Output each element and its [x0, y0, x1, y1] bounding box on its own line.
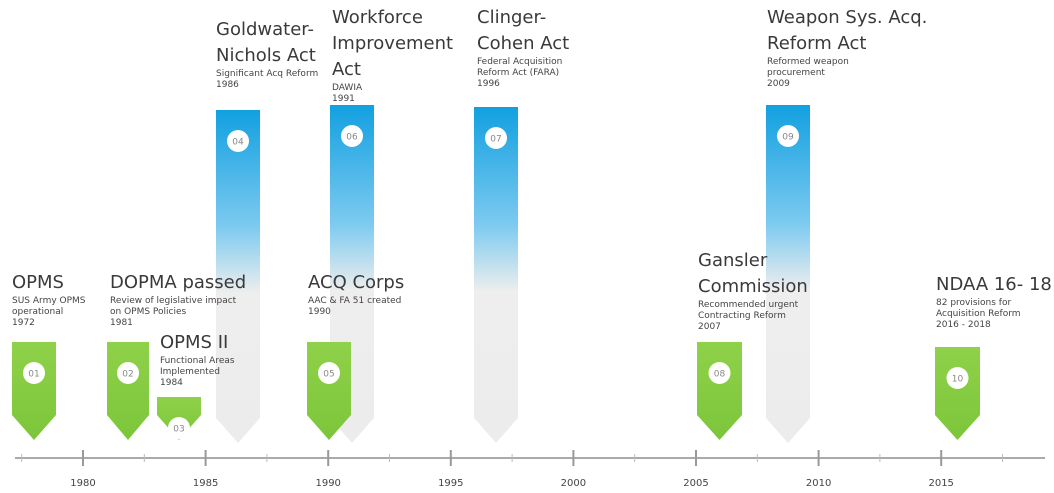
event-text: Workforce Improvement Act DAWIA 1991: [332, 5, 462, 105]
event-badge: [946, 367, 969, 389]
event-description: SUS Army OPMS operational: [12, 296, 86, 317]
event-year: 1991: [332, 94, 355, 104]
event-title: Goldwater-Nichols Act: [216, 19, 316, 66]
event-year: 1981: [110, 318, 133, 328]
event-badge: [227, 130, 249, 152]
event-title: Workforce Improvement Act: [332, 7, 454, 80]
event-number: 03: [173, 425, 184, 435]
event-year: 1996: [477, 79, 500, 89]
event-title: DOPMA passed: [110, 272, 247, 293]
event-banner: [766, 105, 810, 443]
axis-label: 2015: [928, 478, 953, 489]
axis-label: 2005: [683, 478, 708, 489]
event-number: 05: [323, 370, 334, 380]
event-banner: [935, 347, 980, 440]
event-year: 1990: [308, 307, 331, 317]
axis-label: 1985: [193, 478, 218, 489]
axis-label: 2000: [561, 478, 586, 489]
event-banner: [474, 107, 518, 443]
axis-label: 1995: [438, 478, 463, 489]
event-year: 2016 - 2018: [936, 320, 991, 330]
event-description: Significant Acq Reform: [216, 69, 319, 79]
event-banner: [107, 342, 149, 440]
event-year: 1986: [216, 80, 239, 90]
event-badge: [168, 417, 190, 439]
event-text: Clinger-Cohen Act Federal Acquisition Ref…: [477, 5, 587, 90]
event-description: 82 provisions for Acquisition Reform: [936, 298, 1021, 319]
event-badge: [341, 125, 363, 147]
event-text: Gansler Commission Recommended urgent Con…: [698, 248, 828, 333]
event-text: NDAA 16- 18 82 provisions for Acquisition…: [936, 272, 1054, 331]
event-number: 09: [782, 133, 794, 143]
axis-label: 2010: [806, 478, 831, 489]
event-badge: [485, 127, 507, 149]
event-text: Goldwater-Nichols Act Significant Acq Ref…: [216, 17, 326, 91]
event-description: Review of legislative impact on OPMS Pol…: [110, 296, 237, 317]
event-title: ACQ Corps: [308, 272, 405, 293]
event-description: DAWIA: [332, 83, 363, 93]
event-banner: [216, 110, 260, 443]
event-title: Weapon Sys. Acq. Reform Act: [767, 7, 928, 54]
event-badge: [777, 125, 799, 147]
event-banner: [697, 342, 742, 440]
axis-label: 1980: [70, 478, 95, 489]
event-description: Federal Acquisition Reform Act (FARA): [477, 57, 563, 78]
event-badge: [117, 362, 139, 384]
event-text: DOPMA passed Review of legislative impact…: [110, 270, 260, 329]
event-title: OPMS II: [160, 332, 229, 353]
event-badge: [318, 362, 340, 384]
event-title: OPMS: [12, 272, 64, 293]
event-text: OPMS SUS Army OPMS operational 1972: [12, 270, 102, 329]
event-number: 02: [122, 370, 133, 380]
event-number: 08: [714, 370, 726, 380]
event-banner: [307, 342, 351, 440]
event-year: 2009: [767, 79, 790, 89]
event-text: ACQ Corps AAC & FA 51 created 1990: [308, 270, 458, 318]
event-number: 01: [28, 370, 39, 380]
event-badge: [708, 362, 731, 384]
event-number: 10: [952, 375, 964, 385]
axis-label: 1990: [315, 478, 340, 489]
event-year: 2007: [698, 322, 721, 332]
event-description: Reformed weapon procurement: [767, 57, 849, 78]
event-text: Weapon Sys. Acq. Reform Act Reformed weap…: [767, 5, 932, 90]
event-year: 1972: [12, 318, 35, 328]
event-banner: [12, 342, 56, 440]
event-badge: [23, 362, 45, 384]
event-number: 07: [490, 135, 501, 145]
event-text: OPMS II Functional Areas Implemented 1984: [160, 330, 270, 389]
event-description: Recommended urgent Contracting Reform: [698, 300, 799, 321]
event-title: Gansler Commission: [698, 250, 808, 297]
event-title: Clinger-Cohen Act: [477, 7, 570, 54]
event-number: 04: [232, 138, 244, 148]
event-year: 1984: [160, 378, 183, 388]
event-title: NDAA 16- 18: [936, 274, 1052, 295]
event-description: Functional Areas Implemented: [160, 356, 235, 377]
event-number: 06: [346, 133, 358, 143]
event-description: AAC & FA 51 created: [308, 296, 402, 306]
